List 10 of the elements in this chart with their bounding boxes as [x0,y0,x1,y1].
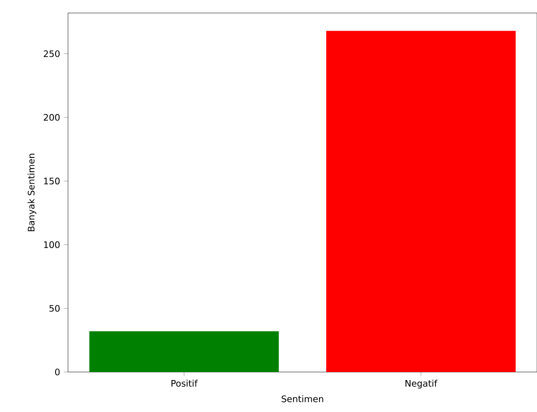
y-axis-title: Banyak Sentimen [28,154,36,232]
y-tick-label: 100 [44,241,60,248]
y-tick-label: 0 [55,368,60,376]
x-axis-title: Sentimen [282,395,324,402]
y-tick-label: 150 [44,178,60,184]
x-tick-label: Negatif [406,380,438,388]
y-tick-label: 50 [50,304,60,312]
y-tick-label: 200 [44,114,60,121]
y-tick-label: 250 [44,50,60,58]
x-tick-label: Positif [171,380,198,387]
